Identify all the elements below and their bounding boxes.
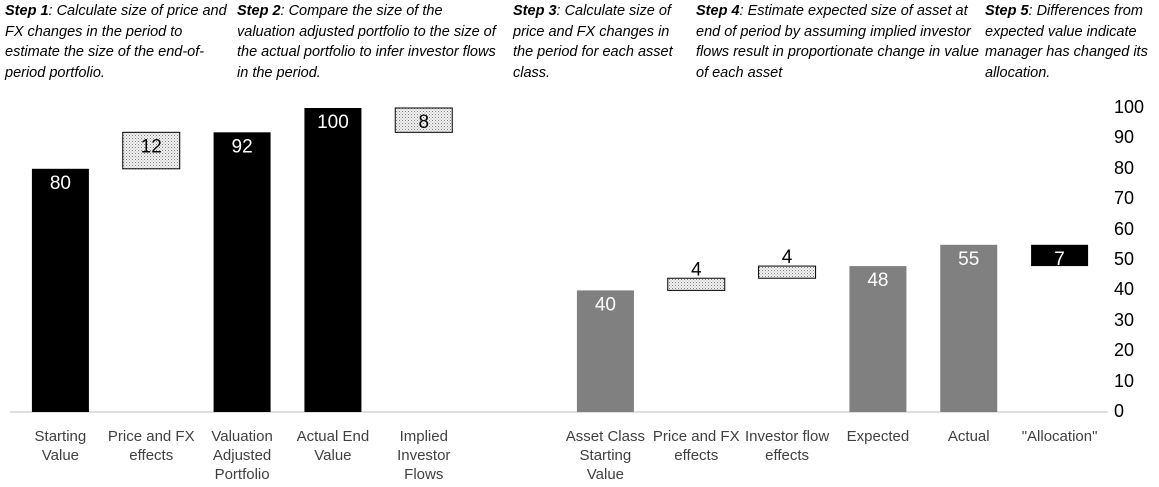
step-annotation: Step 3: Calculate size of price and FX c… [513, 1, 678, 83]
x-tick-label: Implied Investor Flows [397, 428, 451, 483]
y-tick-label: 40 [1114, 279, 1135, 300]
value-label: 8 [418, 112, 429, 133]
step-annotation: Step 5: Differences from expected value … [985, 1, 1159, 83]
bar [667, 277, 726, 291]
value-label: 100 [317, 112, 349, 133]
value-label: 48 [867, 270, 888, 291]
y-tick-label: 80 [1114, 157, 1135, 178]
x-tick-label: Price and FX effects [107, 428, 195, 464]
step-label: Step 2 [237, 3, 281, 19]
bar [213, 132, 271, 412]
value-label: 4 [782, 247, 793, 268]
x-tick-label: "Allocation" [1021, 428, 1098, 445]
step-annotation: Step 1: Calculate size of price and FX c… [5, 1, 231, 83]
value-label: 92 [232, 136, 253, 157]
x-tick-label: Actual [947, 428, 990, 445]
step-text: : Calculate size of price and FX changes… [513, 3, 673, 81]
y-tick-label: 10 [1114, 370, 1135, 391]
y-tick-label: 90 [1114, 127, 1135, 148]
bar [1031, 244, 1089, 267]
bar [849, 266, 907, 412]
step-text: : Compare the size of the valuation adju… [237, 3, 496, 81]
step-text: : Estimate expected size of asset at end… [696, 3, 979, 81]
step-text: : Differences from expected value indica… [985, 3, 1148, 81]
step-label: Step 1 [5, 3, 49, 19]
step-annotation: Step 4: Estimate expected size of asset … [696, 1, 986, 83]
bar [758, 265, 817, 279]
x-tick-label: Asset Class Starting Value [565, 428, 645, 483]
step-label: Step 5 [985, 3, 1029, 19]
x-tick-label: Starting Value [34, 428, 87, 464]
step-text: : Calculate size of price and FX changes… [5, 3, 227, 81]
value-label: 4 [691, 259, 702, 280]
y-tick-label: 100 [1114, 97, 1145, 117]
x-tick-label: Valuation Adjusted Portfolio [211, 428, 273, 483]
y-tick-label: 50 [1114, 249, 1135, 269]
value-label: 55 [958, 249, 979, 270]
bar [304, 108, 362, 412]
value-label: 40 [595, 294, 616, 315]
y-tick-label: 20 [1114, 340, 1135, 361]
step-annotation: Step 2: Compare the size of the valuatio… [237, 1, 499, 83]
step-label: Step 4 [696, 3, 740, 19]
step-label: Step 3 [513, 3, 557, 19]
y-tick-label: 70 [1114, 188, 1135, 209]
bar [31, 168, 89, 412]
x-tick-label: Price and FX effects [652, 428, 740, 464]
value-label: 7 [1054, 249, 1065, 270]
y-tick-label: 60 [1114, 218, 1135, 239]
bar [122, 131, 181, 170]
value-label: 12 [141, 136, 162, 157]
y-tick-label: 0 [1114, 401, 1125, 421]
bar [576, 290, 634, 412]
bar [940, 244, 998, 412]
bar [394, 107, 453, 133]
x-tick-label: Expected [846, 428, 910, 445]
value-label: 80 [50, 173, 71, 194]
x-tick-label: Actual End Value [296, 428, 370, 464]
x-tick-label: Investor flow effects [744, 428, 830, 464]
y-tick-label: 30 [1114, 309, 1135, 330]
